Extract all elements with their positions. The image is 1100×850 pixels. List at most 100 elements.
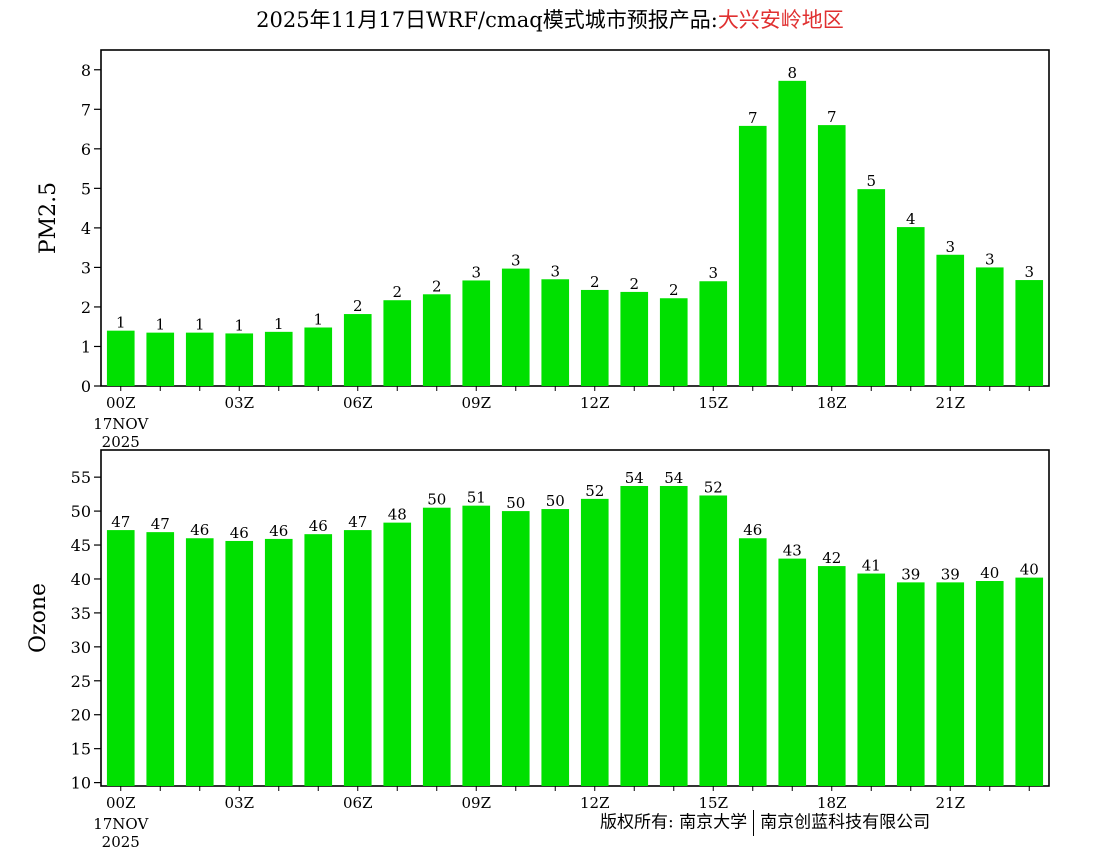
panel-1-bar [264,331,293,386]
chart-title-main: 2025年11月17日WRF/cmaq模式城市预报产品: [256,8,718,32]
panel-2-bar [699,495,728,786]
panel-2-bar-value-label: 42 [822,549,841,567]
panel-1-bar-value-label: 3 [985,250,995,268]
panel-1-bar-value-label: 3 [511,252,521,270]
panel-2-bar [857,573,886,786]
panel-1-bar-value-label: 1 [234,316,244,334]
panel-2-y-tick-label: 35 [71,604,91,623]
panel-1-bar [936,254,965,386]
panel-2-bar-value-label: 46 [230,524,249,542]
panel-2-bar [778,558,807,786]
panel-1-bar [896,227,925,386]
panel-2-bar [304,534,333,786]
panel-1-x-tick-label: 21Z [935,394,965,412]
panel-1-bar-value-label: 3 [708,264,718,282]
panel-1-bar [383,300,412,386]
panel-2-bar [146,532,175,786]
panel-1-bar-value-label: 2 [392,283,402,301]
panel-1-x-tick-label: 18Z [817,394,847,412]
panel-2-plot-frame [100,449,1050,787]
panel-2-bar [738,538,767,786]
panel-1-x-tick-label: 15Z [698,394,728,412]
panel-1-bar [1015,280,1044,386]
panel-2-y-tick-label: 45 [71,536,91,555]
panel-1-y-tick-label: 0 [81,377,91,396]
copyright-notice: 版权所有: 南京大学 南京创蓝科技有限公司 [600,810,930,836]
panel-1-bar [778,80,807,386]
panel-1-bar [620,291,649,386]
panel-2-bar-value-label: 54 [664,469,683,487]
panel-2-date-label: 2025 [102,833,140,850]
panel-1-bar-value-label: 2 [432,277,442,295]
panel-1-date-label: 2025 [102,433,140,451]
panel-1-y-tick-label: 6 [81,140,91,159]
panel-1-bar-value-label: 3 [945,238,955,256]
panel-1-bar [146,332,175,386]
chart-title: 2025年11月17日WRF/cmaq模式城市预报产品:大兴安岭地区 [0,6,1100,34]
panel-2-y-axis-label: Ozone [26,583,51,653]
panel-2-bar-value-label: 46 [190,521,209,539]
panel-1-bar-value-label: 4 [906,210,916,228]
panel-2-bar [620,485,649,786]
panel-2-y-tick-label: 30 [71,638,91,657]
panel-2-y-tick-label: 20 [71,706,91,725]
panel-1-bar [304,327,333,386]
copyright-left: 版权所有: 南京大学 [600,812,748,833]
panel-1-bar [857,189,886,386]
panel-1-x-tick-label: 09Z [461,394,491,412]
panel-2-bar [817,566,846,786]
panel-2-bar [580,498,609,786]
panel-1-bar [580,289,609,386]
panel-1-bar-value-label: 7 [827,108,837,126]
copyright-separator [753,810,755,836]
panel-1-x-tick-label: 12Z [580,394,610,412]
panel-2-bar-value-label: 54 [625,469,644,487]
panel-1-bar [541,279,570,386]
panel-1-bar-value-label: 3 [550,262,560,280]
panel-1-bar-value-label: 2 [353,297,363,315]
panel-2-y-tick-label: 25 [71,672,91,691]
panel-2-bar [936,582,965,786]
panel-1-plot-frame [100,49,1050,387]
panel-2-bar [343,530,372,786]
panel-2-y-tick-label: 50 [71,502,91,521]
panel-2-bar [462,505,491,786]
panel-2-bar [422,507,451,786]
panel-2-x-tick-label: 03Z [224,794,254,812]
panel-1-bar [106,330,135,386]
panel-2-bar [501,511,530,786]
panel-1-y-tick-label: 4 [81,219,91,238]
panel-2-bar-value-label: 47 [348,513,367,531]
panel-1-y-axis-label: PM2.5 [36,182,61,254]
panel-2-bar-value-label: 46 [743,521,762,539]
panel-2-y-tick-label: 55 [71,468,91,487]
panel-2-bar-value-label: 47 [151,515,170,533]
panel-2-bar-value-label: 48 [388,506,407,524]
panel-2-x-tick-label: 21Z [935,794,965,812]
panel-1-x-tick-label: 06Z [343,394,373,412]
panel-1-bar-value-label: 1 [313,310,323,328]
panel-2-x-tick-label: 18Z [817,794,847,812]
panel-2-bar-value-label: 51 [467,489,486,507]
panel-2-y-tick-label: 40 [71,570,91,589]
panel-1-bar-value-label: 3 [471,263,481,281]
panel-1-bar-value-label: 1 [195,316,205,334]
copyright-right: 南京创蓝科技有限公司 [760,812,931,833]
panel-2-bar-value-label: 50 [506,494,525,512]
panel-2-bar [1015,577,1044,786]
panel-2-bar [541,509,570,786]
panel-1-bar [738,125,767,386]
panel-2-bar-value-label: 39 [901,565,920,583]
panel-1-bar [422,294,451,386]
panel-1-y-tick-label: 2 [81,298,91,317]
panel-2-bar [225,540,254,786]
panel-1-bar [975,267,1004,386]
panel-2-bar [185,538,214,786]
panel-1-bar-value-label: 3 [1024,263,1034,281]
panel-2-bar-value-label: 46 [269,522,288,540]
panel-2-bar-value-label: 47 [111,513,130,531]
panel-2-x-tick-label: 00Z [106,794,136,812]
chart-title-region: 大兴安岭地区 [717,8,844,32]
panel-2-bar [975,581,1004,786]
panel-2-bar-value-label: 52 [585,482,604,500]
